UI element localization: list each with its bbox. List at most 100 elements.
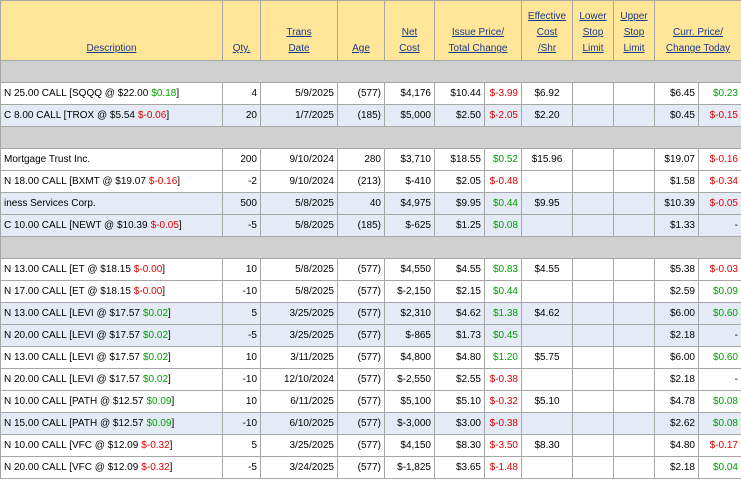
underlying-change: $0.02	[142, 330, 169, 341]
effective-cost: $6.92	[521, 82, 573, 105]
trans-date: 1/7/2025	[260, 104, 338, 127]
upper-stop	[613, 302, 655, 325]
lower-stop	[572, 390, 614, 413]
trans-date: 9/10/2024	[260, 170, 338, 193]
issue-price: $10.44	[434, 82, 485, 105]
data-row: N 15.00 CALL [PATH @ $12.57 $0.09] -10 6/10…	[0, 412, 741, 435]
description-text: N 20.00 CALL [LEVI @ $17.57	[4, 330, 140, 341]
change-today: $-0.17	[698, 434, 741, 457]
section-cell	[0, 236, 741, 259]
current-price: $1.58	[654, 170, 699, 193]
issue-price: $2.15	[434, 280, 485, 303]
change-today: $0.04	[698, 456, 741, 479]
net-cost: $4,975	[384, 192, 435, 215]
issue-price: $2.05	[434, 170, 485, 193]
description: N 13.00 CALL [ET @ $18.15 $-0.00]	[0, 258, 223, 281]
trans-date: 5/8/2025	[260, 192, 338, 215]
quantity: 500	[222, 192, 261, 215]
total-change: $1.20	[484, 346, 522, 369]
quantity: 20	[222, 104, 261, 127]
net-cost: $4,800	[384, 346, 435, 369]
age: (577)	[337, 346, 385, 369]
lower-stop	[572, 346, 614, 369]
change-today: -	[698, 214, 741, 237]
header-cell: Effective Cost/Shr	[521, 0, 573, 61]
issue-price: $1.25	[434, 214, 485, 237]
effective-cost	[521, 214, 573, 237]
data-row: N 20.00 CALL [LEVI @ $17.57 $0.02] -10 12/1…	[0, 368, 741, 391]
trans-date: 3/25/2025	[260, 302, 338, 325]
quantity: -10	[222, 368, 261, 391]
net-cost: $4,150	[384, 434, 435, 457]
data-row: N 10.00 CALL [PATH @ $12.57 $0.09] 10 6/11/…	[0, 390, 741, 413]
issue-price: $3.00	[434, 412, 485, 435]
lower-stop	[572, 412, 614, 435]
underlying-change: $0.02	[142, 308, 169, 319]
bracket: ]	[177, 176, 181, 187]
underlying-change: $-0.00	[133, 264, 163, 275]
data-row: N 20.00 CALL [VFC @ $12.09 $-0.32] -5 3/24/…	[0, 456, 741, 479]
quantity: 5	[222, 302, 261, 325]
quantity: 10	[222, 390, 261, 413]
lower-stop	[572, 104, 614, 127]
lower-stop	[572, 302, 614, 325]
quantity: -10	[222, 412, 261, 435]
lower-stop	[572, 192, 614, 215]
current-price: $10.39	[654, 192, 699, 215]
header-cell: Lower Stop Limit	[572, 0, 614, 61]
underlying-change: $-0.32	[141, 462, 170, 473]
net-cost: $-865	[384, 324, 435, 347]
header-text: Date	[288, 43, 310, 54]
net-cost: $5,000	[384, 104, 435, 127]
description: N 20.00 CALL [LEVI @ $17.57 $0.02]	[0, 368, 223, 391]
upper-stop	[613, 324, 655, 347]
description: N 13.00 CALL [LEVI @ $17.57 $0.02]	[0, 302, 223, 325]
issue-price: $3.65	[434, 456, 485, 479]
header-cell: Curr. Price/Change Today	[654, 0, 741, 61]
age: (577)	[337, 258, 385, 281]
description: N 20.00 CALL [LEVI @ $17.57 $0.02]	[0, 324, 223, 347]
change-today: -	[698, 324, 741, 347]
quantity: 200	[222, 148, 261, 171]
net-cost: $4,176	[384, 82, 435, 105]
trans-date: 3/24/2025	[260, 456, 338, 479]
age: (577)	[337, 280, 385, 303]
trans-date: 12/10/2024	[260, 368, 338, 391]
bracket: ]	[169, 462, 173, 473]
underlying-change: $-0.06	[137, 110, 167, 121]
net-cost: $-410	[384, 170, 435, 193]
bracket: ]	[171, 396, 175, 407]
bracket: ]	[168, 330, 171, 341]
current-price: $4.80	[654, 434, 699, 457]
underlying-change: $-0.16	[148, 176, 178, 187]
header-cell: Qty.	[222, 0, 261, 61]
description-text: N 25.00 CALL [SQQQ @ $22.00	[4, 88, 149, 99]
age: (577)	[337, 412, 385, 435]
trans-date: 3/25/2025	[260, 324, 338, 347]
total-change: $-3.50	[484, 434, 522, 457]
quantity: -5	[222, 214, 261, 237]
upper-stop	[613, 412, 655, 435]
net-cost: $-625	[384, 214, 435, 237]
effective-cost	[521, 280, 573, 303]
trans-date: 9/10/2024	[260, 148, 338, 171]
header-cell: Net Cost	[384, 0, 435, 61]
quantity: -5	[222, 324, 261, 347]
header-text: Limit	[582, 43, 604, 54]
current-price: $4.78	[654, 390, 699, 413]
change-today: $-0.16	[698, 148, 741, 171]
lower-stop	[572, 280, 614, 303]
description-text: N 13.00 CALL [ET @ $18.15	[4, 264, 131, 275]
effective-cost: $9.95	[521, 192, 573, 215]
issue-price: $4.62	[434, 302, 485, 325]
underlying-change: $0.02	[142, 374, 169, 385]
age: (577)	[337, 390, 385, 413]
change-today: $-0.15	[698, 104, 741, 127]
total-change: $0.52	[484, 148, 522, 171]
upper-stop	[613, 258, 655, 281]
change-today: $-0.03	[698, 258, 741, 281]
description: N 25.00 CALL [SQQQ @ $22.00 $0.18]	[0, 82, 223, 105]
description-text: C 10.00 CALL [NEWT @ $10.39	[4, 220, 148, 231]
header-text: Trans	[286, 27, 312, 38]
